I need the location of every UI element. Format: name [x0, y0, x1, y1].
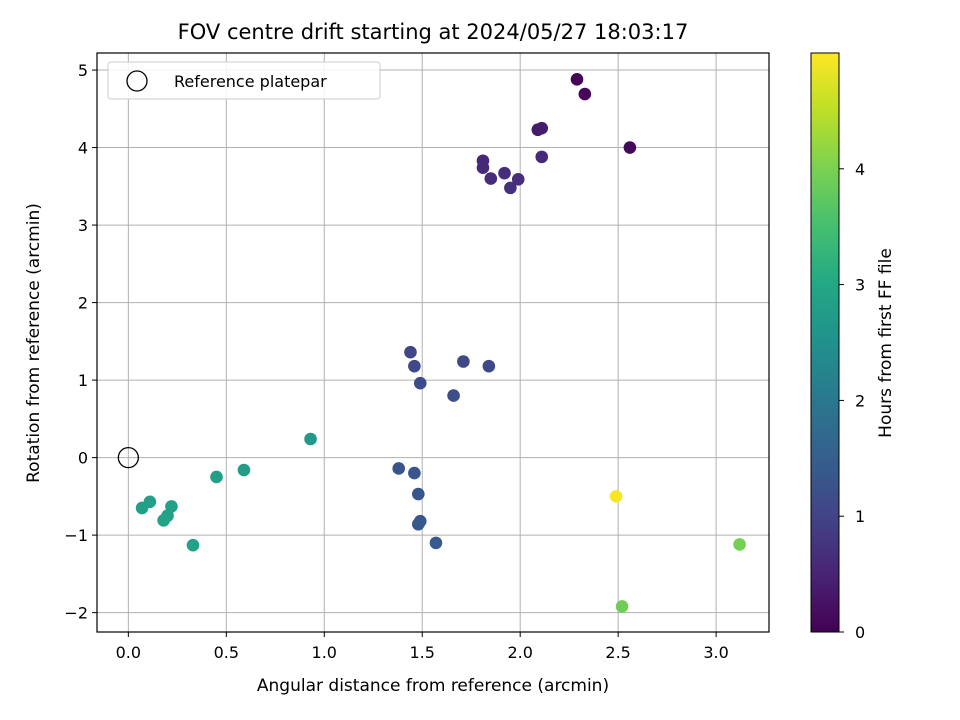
scatter-point [484, 172, 498, 185]
scatter-point [498, 166, 511, 180]
x-tick-label: 2.5 [605, 643, 630, 662]
scatter-point [623, 141, 637, 154]
scatter-point [535, 150, 549, 164]
scatter-point [476, 161, 490, 175]
scatter-point [457, 355, 470, 368]
scatter-point [615, 600, 629, 613]
y-tick-label: −2 [64, 604, 88, 623]
scatter-point [733, 538, 746, 551]
y-tick-label: 0 [78, 449, 88, 468]
scatter-point [578, 87, 592, 101]
legend: Reference platepar [107, 61, 381, 100]
x-tick-label: 2.0 [507, 643, 532, 662]
scatter-point [504, 181, 517, 195]
grid-lines [97, 53, 769, 632]
y-tick-label: 1 [78, 371, 88, 390]
legend-reference-marker [126, 70, 148, 92]
legend-box [107, 61, 381, 100]
y-tick-label: 4 [78, 139, 88, 158]
x-tick-label: 0.5 [214, 643, 239, 662]
data-points [135, 73, 746, 613]
reference-marker [117, 446, 139, 469]
x-tick-label: 1.0 [312, 643, 337, 662]
y-tick-label: 3 [78, 216, 88, 235]
x-tick-label: 0.0 [116, 643, 141, 662]
scatter-point [570, 73, 584, 86]
colorbar-tick-label: 0 [855, 623, 865, 642]
colorbar-label: Hours from first FF file [876, 248, 896, 438]
colorbar-tick-label: 3 [855, 276, 865, 295]
scatter-point [135, 501, 149, 515]
scatter-point [429, 536, 443, 550]
scatter-point [237, 463, 251, 477]
scatter-point [157, 514, 170, 527]
scatter-point [186, 538, 200, 552]
x-tick-label: 3.0 [703, 643, 728, 662]
scatter-point [447, 389, 460, 402]
scatter-point [482, 359, 496, 373]
scatter-point [408, 466, 421, 480]
scatter-point [412, 487, 425, 501]
colorbar-tick-label: 1 [855, 507, 865, 526]
chart-title: FOV centre drift starting at 2024/05/27 … [178, 20, 689, 44]
reference-platepar-point [117, 446, 139, 469]
legend-entry: Reference platepar [174, 72, 327, 91]
y-tick-label: 5 [78, 61, 88, 80]
scatter-point [413, 376, 427, 390]
scatter-point [412, 517, 425, 531]
scatter-point [404, 345, 417, 359]
y-axis-ticks: −2 −1 0 1 2 3 4 5 [64, 61, 97, 623]
scatter-point [304, 432, 317, 446]
scatter-point [210, 470, 223, 484]
colorbar-tick-label: 2 [855, 391, 865, 410]
scatter-point [392, 462, 406, 475]
y-axis-label: Rotation from reference (arcmin) [24, 203, 44, 483]
plot-frame [96, 52, 770, 633]
y-tick-label: 2 [78, 294, 88, 313]
scatter-point [535, 121, 549, 135]
colorbar-ticks: 0 1 2 3 4 [839, 160, 865, 642]
y-tick-label: −1 [64, 526, 88, 545]
x-axis-ticks: 0.0 0.5 1.0 1.5 2.0 2.5 3.0 [116, 632, 729, 662]
scatter-point [609, 490, 623, 503]
x-axis-label: Angular distance from reference (arcmin) [257, 676, 609, 696]
colorbar-tick-label: 4 [855, 160, 865, 179]
x-tick-label: 1.5 [409, 643, 434, 662]
scatter-point [408, 359, 421, 373]
scatter-point [511, 173, 525, 186]
colorbar [810, 52, 840, 633]
